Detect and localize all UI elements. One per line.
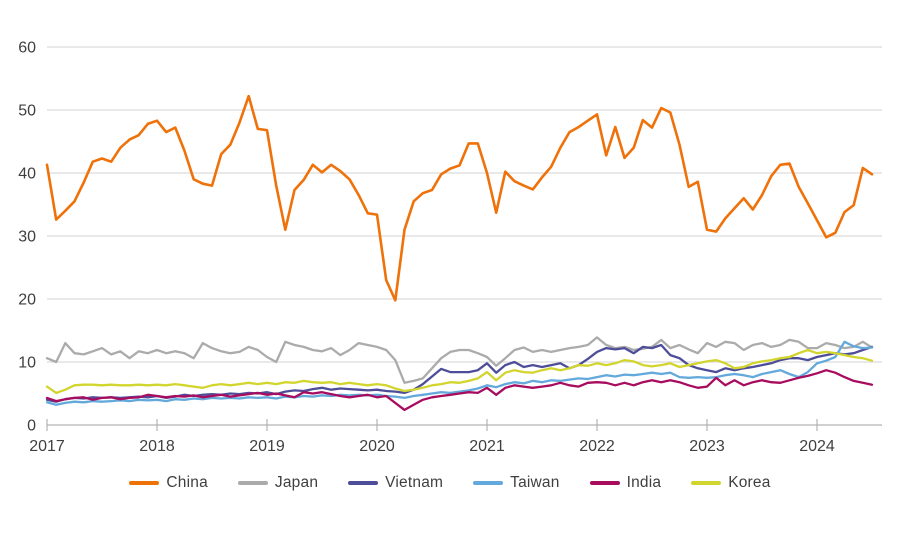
legend-item-china: China — [129, 474, 208, 492]
series-line-taiwan — [45, 340, 874, 406]
series-line-korea — [45, 348, 874, 395]
x-axis-label-2017: 2017 — [29, 438, 65, 455]
legend-swatch-japan — [237, 481, 268, 485]
legend-label-vietnam: Vietnam — [385, 474, 444, 491]
x-axis-label-2021: 2021 — [469, 438, 505, 455]
x-axis-label-2020: 2020 — [359, 438, 395, 455]
legend-item-taiwan: Taiwan — [473, 474, 559, 492]
y-axis-label-20: 20 — [18, 292, 36, 309]
series-line-japan — [45, 336, 874, 384]
series-line-india — [45, 369, 874, 412]
legend-item-vietnam: Vietnam — [348, 474, 443, 492]
y-axis-label-10: 10 — [18, 355, 36, 372]
legend-swatch-taiwan — [473, 481, 504, 485]
legend-item-korea: Korea — [691, 474, 770, 492]
x-axis-label-2024: 2024 — [799, 438, 835, 455]
y-axis-label-60: 60 — [18, 40, 36, 57]
x-axis-label-2023: 2023 — [689, 438, 725, 455]
legend-label-china: China — [166, 474, 208, 491]
series-line-vietnam — [45, 343, 874, 403]
legend-label-taiwan: Taiwan — [510, 474, 560, 491]
legend-swatch-india — [589, 481, 620, 485]
y-axis-label-0: 0 — [27, 418, 36, 435]
legend-item-japan: Japan — [237, 474, 319, 492]
x-axis-label-2019: 2019 — [249, 438, 285, 455]
y-axis-label-50: 50 — [18, 103, 36, 120]
legend-item-india: India — [589, 474, 662, 492]
legend-label-korea: Korea — [728, 474, 771, 491]
chart-legend: China Japan Vietnam Taiwan India Korea — [0, 474, 900, 492]
legend-label-japan: Japan — [274, 474, 319, 491]
y-axis-label-40: 40 — [18, 166, 36, 183]
legend-label-india: India — [626, 474, 662, 491]
x-axis-label-2018: 2018 — [139, 438, 175, 455]
series-line-china — [45, 94, 874, 302]
legend-swatch-korea — [691, 481, 722, 485]
y-axis-label-30: 30 — [18, 229, 36, 246]
legend-swatch-vietnam — [348, 481, 379, 485]
legend-swatch-china — [129, 481, 160, 485]
x-axis-label-2022: 2022 — [579, 438, 615, 455]
